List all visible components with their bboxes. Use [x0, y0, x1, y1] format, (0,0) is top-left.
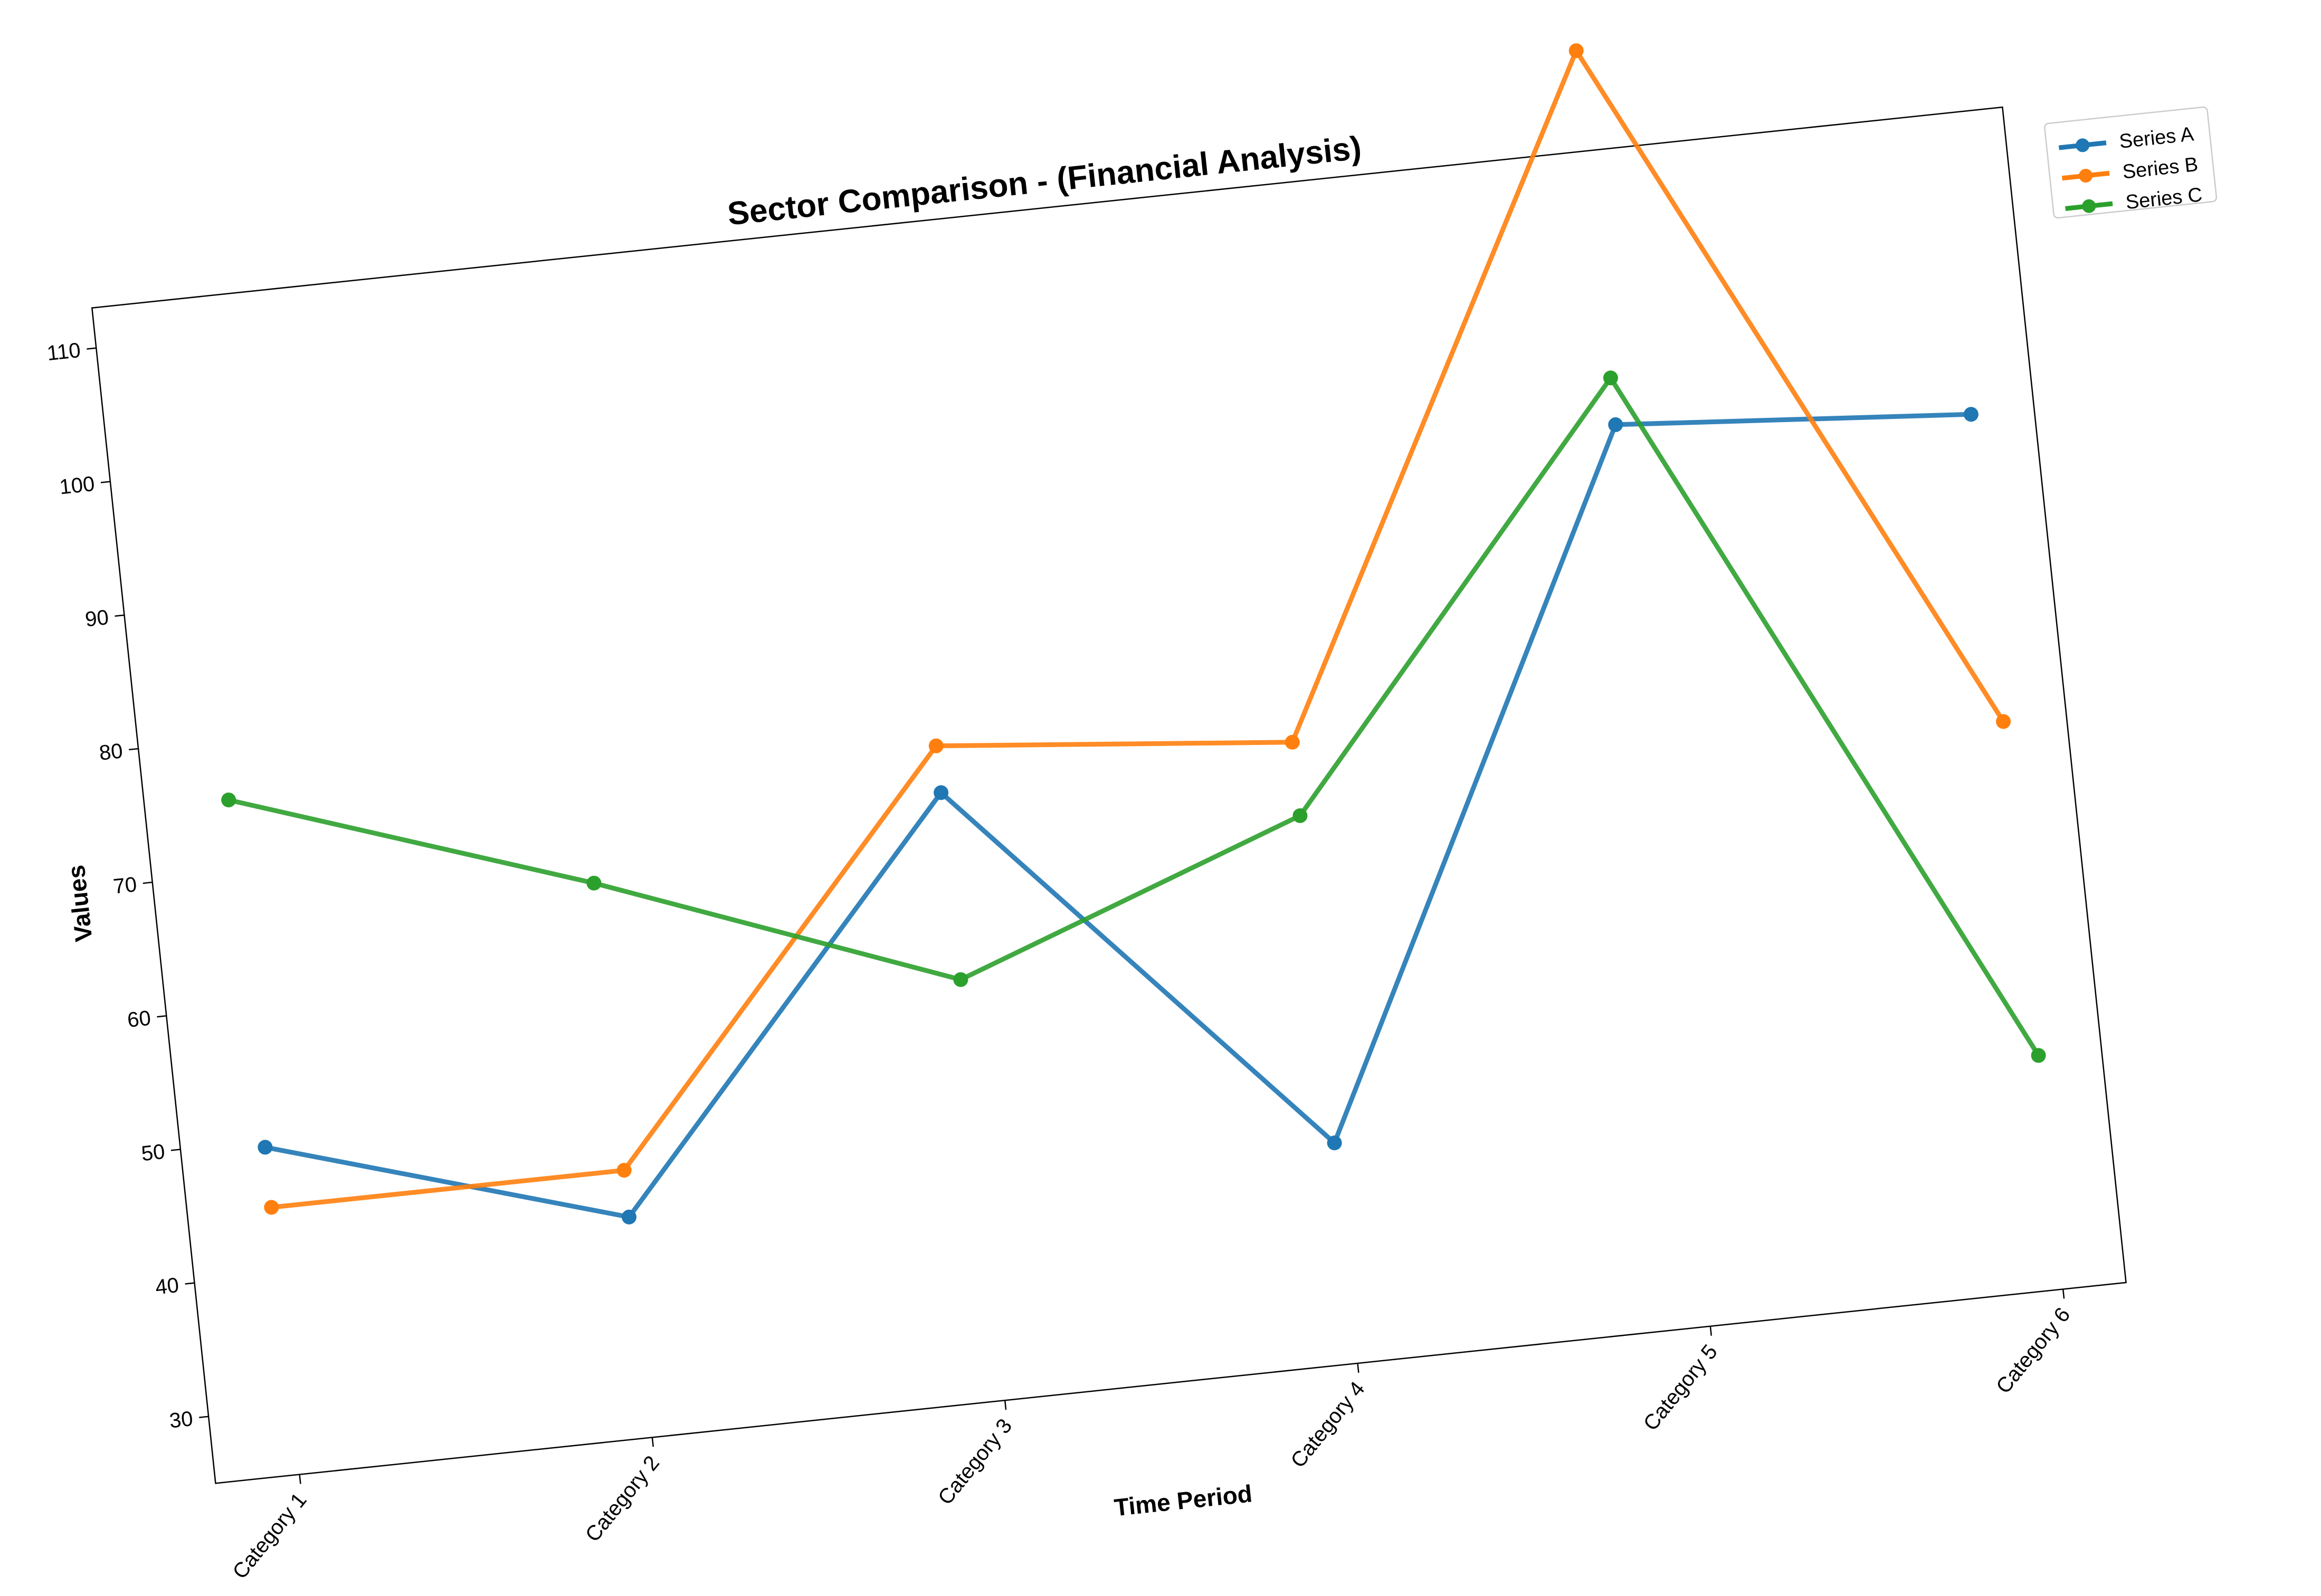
data-point: [1327, 1135, 1342, 1151]
y-tick-mark: [87, 347, 97, 350]
data-point: [1996, 714, 2011, 729]
x-tick-mark: [651, 1437, 654, 1447]
x-tick-mark: [1004, 1400, 1007, 1410]
y-tick-mark: [129, 748, 139, 751]
data-point: [1963, 407, 1978, 422]
x-tick-label: Category 6: [1992, 1303, 2075, 1398]
x-tick-label: Category 2: [581, 1451, 664, 1546]
y-tick-label: 70: [112, 873, 138, 898]
y-tick-label: 30: [168, 1407, 194, 1432]
y-tick-mark: [170, 1149, 181, 1151]
series-b: [264, 43, 2011, 1215]
x-tick-mark: [299, 1474, 301, 1484]
y-tick-label: 90: [84, 606, 110, 631]
x-tick-label: Category 1: [228, 1488, 311, 1583]
y-tick-mark: [115, 614, 125, 617]
legend-marker: [2082, 199, 2096, 213]
y-tick-label: 110: [46, 339, 82, 365]
series-line: [262, 412, 1974, 1220]
x-tick-mark: [1709, 1326, 1712, 1336]
y-tick-mark: [199, 1416, 209, 1418]
data-point: [1603, 370, 1618, 386]
series-a: [258, 407, 1978, 1225]
y-tick-mark: [185, 1282, 195, 1285]
data-point: [1292, 808, 1308, 823]
x-tick-label: Category 5: [1639, 1340, 1722, 1435]
y-tick-mark: [157, 1015, 167, 1018]
data-point: [934, 785, 949, 800]
series-line: [226, 375, 2041, 1058]
data-point: [616, 1163, 632, 1178]
series-layer: [221, 43, 2046, 1225]
data-point: [1568, 43, 1584, 59]
plot-frame: [91, 106, 2127, 1484]
legend-marker: [2079, 168, 2093, 183]
x-axis: Category 1 Category 2 Category 3 Category 4…: [228, 1289, 2075, 1583]
series-line: [269, 48, 2006, 1210]
chart-title: Sector Comparison - (Financial Analysis): [726, 130, 1363, 233]
y-tick-label: 100: [59, 472, 96, 499]
y-axis-label: Values: [62, 864, 98, 943]
legend-box: [2044, 106, 2218, 219]
data-point: [221, 792, 236, 808]
y-tick-label: 80: [98, 739, 124, 764]
data-point: [1285, 734, 1300, 750]
x-axis-label: Time Period: [1113, 1479, 1253, 1521]
y-tick-mark: [100, 481, 111, 483]
series-c: [221, 370, 2046, 1063]
data-point: [953, 972, 968, 987]
y-tick-label: 60: [126, 1007, 152, 1032]
y-tick-mark: [142, 881, 153, 884]
data-point: [258, 1140, 273, 1155]
y-axis: 30 40 50 60 70 80 90 100 110: [46, 339, 209, 1432]
x-tick-mark: [1357, 1363, 1359, 1373]
data-point: [928, 738, 944, 753]
legend-marker: [2076, 138, 2090, 152]
data-point: [264, 1200, 279, 1215]
x-tick-label: Category 4: [1286, 1378, 1369, 1473]
data-point: [2031, 1048, 2046, 1063]
y-tick-label: 50: [140, 1140, 166, 1165]
x-tick-mark: [2062, 1289, 2065, 1299]
y-tick-label: 40: [154, 1274, 180, 1299]
x-tick-label: Category 3: [934, 1415, 1016, 1509]
data-point: [586, 875, 602, 891]
data-point: [1608, 417, 1623, 432]
data-point: [622, 1209, 637, 1225]
